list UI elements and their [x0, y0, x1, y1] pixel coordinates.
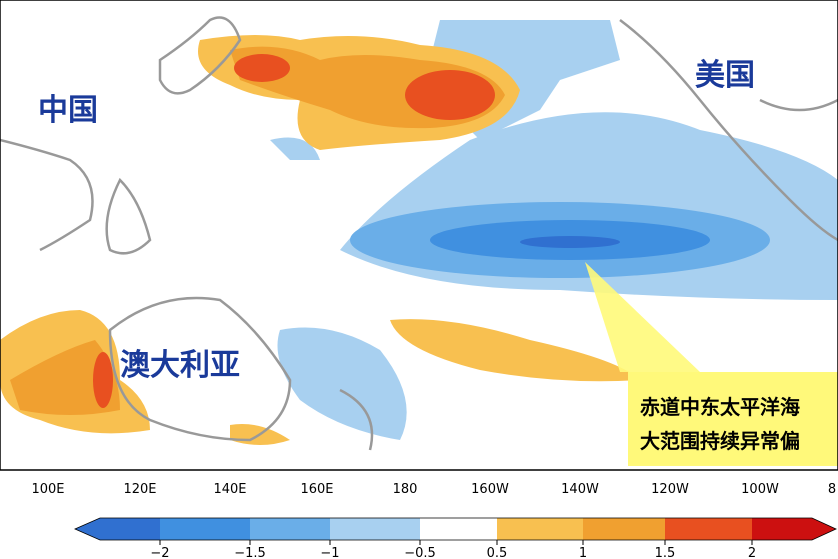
colorbar-label: 2: [748, 546, 756, 559]
longitude-label: 160W: [471, 482, 509, 497]
longitude-label: 120E: [123, 482, 156, 497]
longitude-label: 160E: [300, 482, 333, 497]
colorbar-label: −2: [150, 546, 169, 559]
colorbar-label: 0.5: [487, 546, 508, 559]
callout-box: [628, 372, 838, 466]
colorbar-label: −1.5: [234, 546, 266, 559]
colorbar-label: −1: [320, 546, 339, 559]
map-frame: [0, 0, 838, 471]
callout-pointer: [585, 262, 700, 372]
longitude-axis: 100E 120E 140E 160E 180 160W 140W 120W 100W 8: [31, 482, 836, 497]
longitude-label: 100E: [31, 482, 64, 497]
colorbar-label: 1.5: [655, 546, 676, 559]
warm-anomalies: [0, 35, 640, 445]
colorbar: −2 −1.5 −1 −0.5 0.5 1 1.5 2: [74, 517, 837, 559]
colorbar-label: 1: [579, 546, 587, 559]
colorbar-label: −0.5: [404, 546, 436, 559]
label-china: 中国: [38, 93, 98, 128]
coastlines: [0, 16, 838, 451]
label-usa: 美国: [695, 58, 755, 93]
longitude-label: 120W: [651, 482, 689, 497]
callout-line: 赤道中东太平洋海: [640, 395, 800, 419]
callout-line: 大范围持续异常偏: [640, 429, 800, 453]
longitude-label: 8: [828, 482, 836, 497]
longitude-label: 140E: [213, 482, 246, 497]
longitude-label: 140W: [561, 482, 599, 497]
label-australia: 澳大利亚: [120, 348, 240, 383]
longitude-label: 100W: [741, 482, 779, 497]
cold-anomalies: [270, 20, 838, 440]
longitude-label: 180: [393, 482, 418, 497]
